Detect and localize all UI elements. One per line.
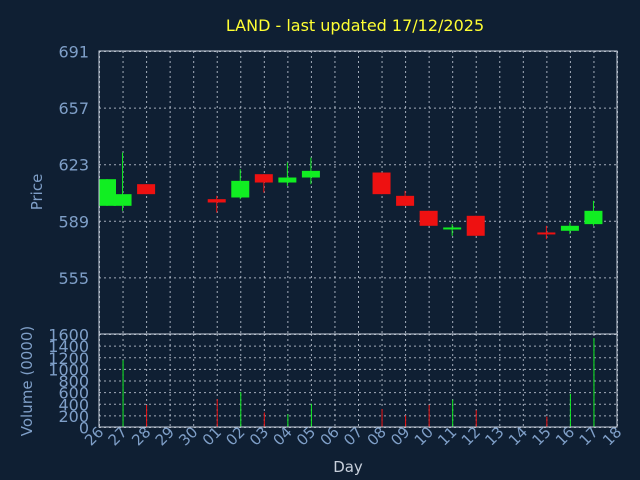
candle-body <box>466 215 485 236</box>
price-tick-label: 691 <box>58 43 89 62</box>
candle-body <box>231 180 250 198</box>
candle-body <box>443 227 462 230</box>
chart-title: LAND - last updated 17/12/2025 <box>226 16 484 35</box>
candle-body <box>113 194 132 206</box>
candle-body <box>207 199 226 203</box>
volume-axis-label: Volume (0000) <box>18 326 36 436</box>
price-tick-label: 589 <box>58 212 89 231</box>
price-tick-label: 623 <box>58 156 89 175</box>
candle-body <box>560 225 579 231</box>
day-axis-label: Day <box>333 458 363 476</box>
volume-tick-label: 1600 <box>48 326 89 345</box>
candle-body <box>254 174 273 183</box>
volume-tick-label: 800 <box>58 372 89 391</box>
volume-tick-label: 1000 <box>48 360 89 379</box>
candles <box>99 152 603 240</box>
volume-panel-frame <box>98 333 618 428</box>
price-tick-label: 555 <box>58 269 89 288</box>
candle-body <box>537 232 556 235</box>
candle-body <box>396 195 415 206</box>
price-axis-label: Price <box>28 174 46 211</box>
volume-tick-label: 0 <box>79 419 89 438</box>
candle-body <box>301 170 320 178</box>
candle-body <box>584 210 603 225</box>
volume-tick-label: 1200 <box>48 349 89 368</box>
volume-tick-label: 400 <box>58 395 89 414</box>
candle-body <box>372 172 391 195</box>
price-grid <box>99 51 618 334</box>
volume-grid <box>99 334 618 428</box>
candle-body <box>419 210 438 226</box>
volume-tick-label: 1400 <box>48 337 89 356</box>
volume-tick-label: 200 <box>58 407 89 426</box>
volume-bars <box>122 338 595 427</box>
candle-body <box>99 179 116 206</box>
volume-tick-label: 600 <box>58 384 89 403</box>
price-tick-label: 657 <box>58 99 89 118</box>
candle-body <box>137 184 156 195</box>
candle-body <box>278 177 297 183</box>
price-tick-labels: 555 589 623 657 691 <box>58 43 89 288</box>
